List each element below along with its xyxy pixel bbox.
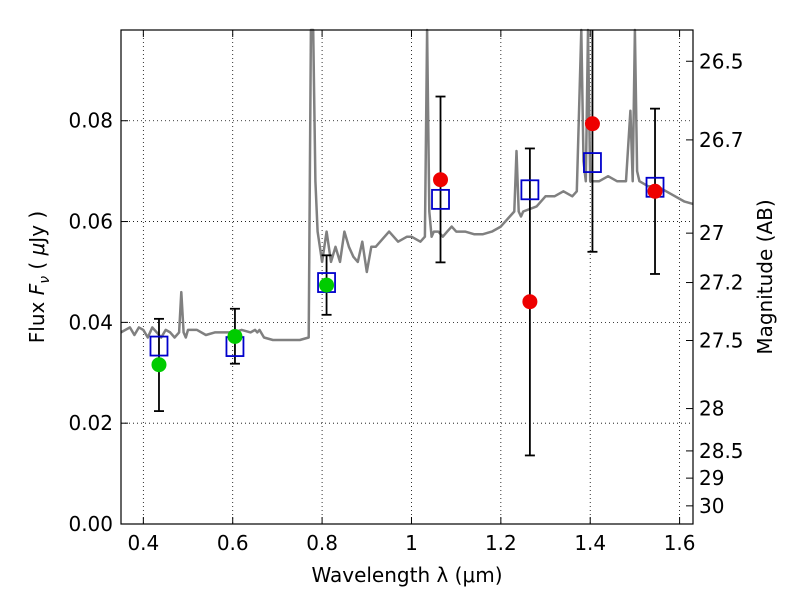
- mag-tick-label: 27.5: [699, 329, 744, 353]
- x-axis-label: Wavelength λ (μm): [311, 563, 502, 587]
- y-tick-label: 0.04: [68, 310, 113, 334]
- y-label-part-paren: (: [25, 255, 49, 276]
- y-axis-left-ticks: 0.00 0.02 0.04 0.06 0.08: [68, 109, 128, 536]
- model-spectrum-group: [120, 28, 694, 342]
- y-tick-label: 0.02: [68, 411, 113, 435]
- x-tick-label: 1.2: [485, 531, 517, 555]
- x-tick-label: 0.4: [127, 531, 159, 555]
- y-axis-right-ticks: 26.5 26.7 27 27.2 27.5 28 28.5 29 30: [686, 49, 744, 518]
- y-axis-left-label: Flux Fν ( μJy ): [25, 211, 53, 343]
- mag-tick-label: 26.7: [699, 128, 744, 152]
- model-photometry-square: [431, 188, 450, 210]
- x-tick-label: 0.8: [306, 531, 338, 555]
- mag-tick-label: 28.5: [699, 439, 744, 463]
- x-tick-label: 1.4: [574, 531, 606, 555]
- y-label-part-f: F: [25, 283, 49, 295]
- y-axis-right-label: Magnitude (AB): [753, 199, 777, 354]
- x-tick-label: 0.6: [217, 531, 249, 555]
- observed-point-green: [319, 277, 335, 293]
- observed-points-group: [151, 116, 663, 373]
- x-tick-label: 1: [405, 531, 418, 555]
- model-photometry-square: [520, 179, 540, 201]
- model-spectrum-line: [120, 28, 694, 342]
- y-label-part-nu: ν: [37, 276, 53, 284]
- plot-frame: [120, 29, 694, 525]
- mag-tick-label: 30: [699, 494, 724, 518]
- mag-tick-label: 28: [699, 397, 724, 421]
- observed-point-green: [151, 357, 167, 373]
- model-photometry-square: [149, 335, 169, 357]
- y-tick-label: 0.08: [68, 109, 113, 133]
- observed-point-red: [433, 172, 449, 188]
- mag-tick-label: 29: [699, 466, 724, 490]
- y-label-part-mu: μ: [25, 243, 49, 257]
- y-tick-label: 0.00: [68, 512, 113, 536]
- observed-point-red: [647, 183, 663, 199]
- x-axis-ticks: 0.4 0.6 0.8 1 1.2 1.4 1.6: [127, 30, 696, 555]
- observed-point-red: [522, 294, 538, 310]
- mag-tick-label: 27.2: [699, 271, 744, 295]
- model-photometry-square: [583, 152, 602, 173]
- y-tick-label: 0.06: [68, 210, 113, 234]
- x-tick-label: 1.6: [664, 531, 696, 555]
- mag-tick-label: 27: [699, 221, 724, 245]
- y-label-part-flux: Flux: [25, 295, 49, 343]
- observed-point-green: [227, 328, 243, 344]
- mag-tick-label: 26.5: [699, 49, 744, 73]
- observed-point-red: [584, 116, 600, 132]
- y-label-part-jy: Jy ): [25, 211, 49, 245]
